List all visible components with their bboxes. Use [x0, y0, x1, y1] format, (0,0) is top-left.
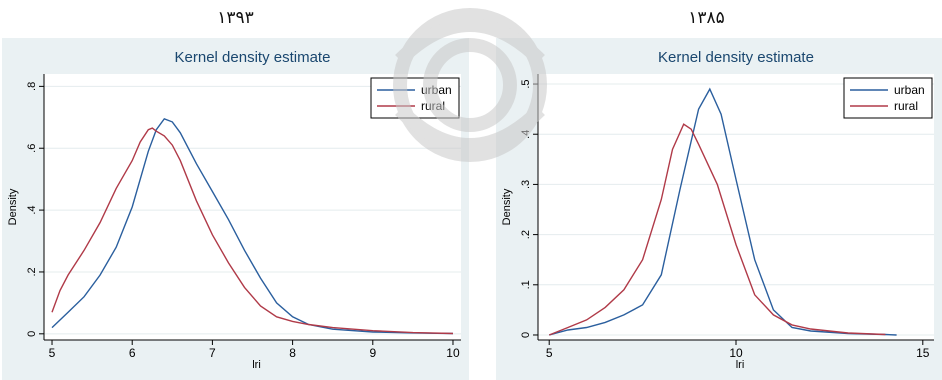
y-tick-label: 0: [520, 332, 532, 338]
legend-label-urban: urban: [421, 83, 452, 97]
x-tick-label: 8: [289, 346, 296, 360]
chart-title: Kernel density estimate: [175, 49, 331, 66]
x-tick-label: 15: [916, 346, 930, 360]
y-tick-label: .4: [26, 205, 38, 214]
legend-box: [843, 77, 933, 119]
y-tick-label: .1: [520, 280, 532, 289]
y-tick-label: 0: [26, 331, 38, 337]
x-tick-label: 10: [729, 346, 743, 360]
x-tick-label: 6: [129, 346, 136, 360]
y-tick-label: .4: [520, 130, 532, 139]
x-axis-label: lri: [252, 359, 261, 371]
series-line-urban: [549, 87, 897, 336]
chart-panel-left: ۱۳۹۳ Kernel density estimate 0 .2 .4 .6 .8 5 6 7…: [2, 8, 469, 380]
legend-label-rural: rural: [421, 99, 445, 113]
chart-title: Kernel density estimate: [658, 49, 814, 66]
series-line-rural: [548, 123, 886, 336]
x-tick-label: 5: [49, 346, 56, 360]
y-tick-label: .3: [520, 180, 532, 189]
y-tick-label: .8: [26, 82, 38, 91]
legend-label-urban: urban: [894, 83, 925, 97]
y-axis-label: Density: [501, 188, 513, 225]
density-chart-left: Kernel density estimate 0 .2 .4 .6 .8 5 6 7 8 9 10 D…: [2, 38, 469, 380]
chart-panel-right: ۱۳۸۵ Kernel density estimate 0 .1 .2 .3 .4 .5 5…: [471, 0, 942, 380]
panel-year-label: ۱۳۹۳: [217, 8, 254, 28]
y-tick-label: .5: [520, 79, 532, 88]
y-tick-label: .6: [26, 144, 38, 153]
legend-label-rural: rural: [894, 99, 918, 113]
y-tick-label: .2: [520, 230, 532, 239]
density-chart-right: Kernel density estimate 0 .1 .2 .3 .4 .5 5 10 15 D…: [496, 38, 942, 380]
x-tick-label: 5: [546, 346, 553, 360]
y-tick-label: .2: [26, 267, 38, 276]
series-line-rural: [51, 127, 454, 335]
x-tick-label: 9: [369, 346, 376, 360]
x-axis-label: lri: [736, 359, 745, 371]
x-tick-label: 10: [446, 346, 460, 360]
x-tick-label: 7: [209, 346, 216, 360]
panel-year-label: ۱۳۸۵: [688, 8, 725, 28]
y-axis-label: Density: [7, 188, 19, 225]
